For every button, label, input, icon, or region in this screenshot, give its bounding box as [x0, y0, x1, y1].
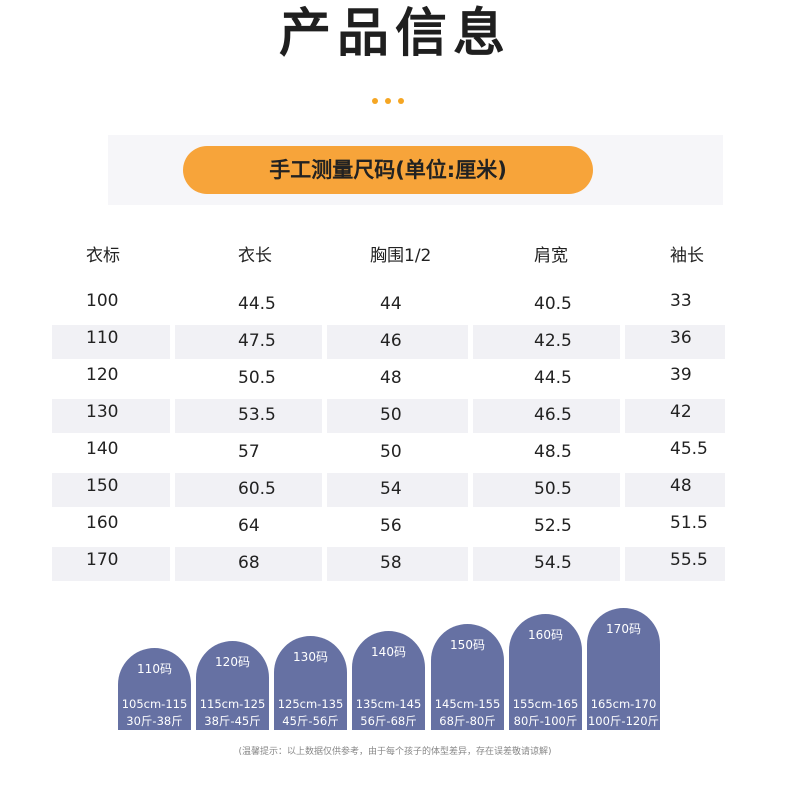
size-guide-height: 115cm-125 [199, 697, 266, 711]
table-cell: 50.5 [534, 479, 572, 499]
table-row-shade [52, 399, 170, 433]
table-cell: 39 [670, 365, 692, 385]
size-guide-size: 120码 [215, 655, 250, 669]
table-row-shade [625, 473, 725, 507]
table-cell: 56 [380, 516, 402, 536]
size-guide-height: 145cm-155 [434, 697, 501, 711]
table-cell: 64 [238, 516, 260, 536]
size-guide-height: 135cm-145 [355, 697, 422, 711]
size-guide-card: 110码 105cm-115 30斤-38斤 [118, 648, 191, 730]
table-cell: 48 [670, 476, 692, 496]
size-guide-card: 140码 135cm-145 56斤-68斤 [352, 631, 425, 730]
table-cell: 120 [86, 365, 119, 385]
table-cell: 150 [86, 476, 119, 496]
size-guide-weight: 30斤-38斤 [126, 714, 183, 728]
subtitle-pill: 手工测量尺码(单位:厘米) [183, 146, 593, 194]
table-cell: 54 [380, 479, 402, 499]
size-guide-size: 160码 [528, 628, 563, 642]
table-cell: 54.5 [534, 553, 572, 573]
table-cell: 44.5 [534, 368, 572, 388]
table-cell: 44.5 [238, 294, 276, 314]
table-row-shade [625, 399, 725, 433]
size-guide-weight: 56斤-68斤 [360, 714, 417, 728]
size-guide-card: 130码 125cm-135 45斤-56斤 [274, 636, 347, 730]
table-cell: 36 [670, 328, 692, 348]
table-header-cell: 胸围1/2 [370, 246, 432, 266]
table-row-shade [625, 547, 725, 581]
size-guide-card: 160码 155cm-165 80斤-100斤 [509, 614, 582, 730]
table-row-shade [473, 547, 620, 581]
table-cell: 40.5 [534, 294, 572, 314]
size-guide-height: 125cm-135 [277, 697, 344, 711]
table-row-shade [625, 325, 725, 359]
table-row-shade [52, 547, 170, 581]
table-cell: 50 [380, 442, 402, 462]
table-cell: 46 [380, 331, 402, 351]
table-cell: 50.5 [238, 368, 276, 388]
table-row-shade [473, 473, 620, 507]
size-guide-height: 105cm-115 [121, 697, 188, 711]
table-cell: 52.5 [534, 516, 572, 536]
table-cell: 110 [86, 328, 119, 348]
table-row-shade [327, 399, 468, 433]
table-row-shade [473, 399, 620, 433]
table-cell: 46.5 [534, 405, 572, 425]
table-row-shade [52, 473, 170, 507]
table-cell: 48.5 [534, 442, 572, 462]
table-row-shade [327, 547, 468, 581]
table-row-shade [175, 547, 322, 581]
table-cell: 45.5 [670, 439, 708, 459]
size-guide-weight: 38斤-45斤 [204, 714, 261, 728]
size-guide-height: 155cm-165 [512, 697, 579, 711]
table-cell: 42.5 [534, 331, 572, 351]
decorative-dots [372, 98, 412, 106]
table-header-cell: 肩宽 [534, 246, 568, 266]
table-header-cell: 衣长 [238, 246, 272, 266]
table-cell: 57 [238, 442, 260, 462]
table-cell: 58 [380, 553, 402, 573]
table-cell: 100 [86, 291, 119, 311]
table-row-shade [327, 473, 468, 507]
size-guide-weight: 68斤-80斤 [439, 714, 496, 728]
table-cell: 170 [86, 550, 119, 570]
table-row-shade [175, 473, 322, 507]
size-guide-card: 150码 145cm-155 68斤-80斤 [431, 624, 504, 730]
size-guide-height: 165cm-170 [590, 697, 657, 711]
size-guide-card: 170码 165cm-170 100斤-120斤 [587, 608, 660, 730]
table-cell: 140 [86, 439, 119, 459]
table-row-shade [52, 325, 170, 359]
size-guide-size: 170码 [606, 622, 641, 636]
table-cell: 60.5 [238, 479, 276, 499]
table-cell: 33 [670, 291, 692, 311]
page-title: 产品信息 [278, 4, 511, 64]
table-cell: 44 [380, 294, 402, 314]
size-guide-weight: 100斤-120斤 [587, 714, 660, 728]
table-row-shade [175, 325, 322, 359]
table-header-cell: 衣标 [86, 246, 120, 266]
size-guide-weight: 45斤-56斤 [282, 714, 339, 728]
size-guide-weight: 80斤-100斤 [513, 714, 578, 728]
table-row-shade [473, 325, 620, 359]
table-cell: 47.5 [238, 331, 276, 351]
size-guide-size: 150码 [450, 638, 485, 652]
table-cell: 50 [380, 405, 402, 425]
table-cell: 68 [238, 553, 260, 573]
table-cell: 160 [86, 513, 119, 533]
table-header-cell: 袖长 [670, 246, 704, 266]
disclaimer-note: (温馨提示：以上数据仅供参考，由于每个孩子的体型差异，存在误差敬请谅解) [238, 747, 552, 757]
table-cell: 55.5 [670, 550, 708, 570]
size-guide-size: 130码 [293, 650, 328, 664]
table-row-shade [327, 325, 468, 359]
size-guide-size: 140码 [371, 645, 406, 659]
size-guide-card: 120码 115cm-125 38斤-45斤 [196, 641, 269, 730]
table-cell: 42 [670, 402, 692, 422]
table-cell: 48 [380, 368, 402, 388]
table-cell: 130 [86, 402, 119, 422]
table-cell: 51.5 [670, 513, 708, 533]
size-guide-size: 110码 [137, 662, 172, 676]
table-row-shade [175, 399, 322, 433]
table-cell: 53.5 [238, 405, 276, 425]
